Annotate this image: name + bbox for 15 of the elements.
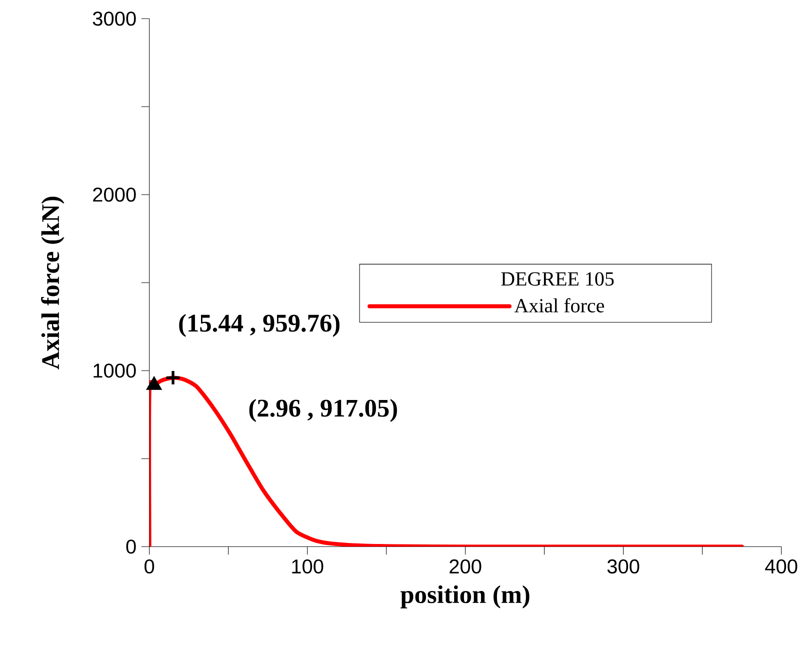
- x-tick-label: 400: [765, 559, 798, 574]
- x-tick-label: 300: [607, 559, 640, 574]
- y-tick-label: 1000: [94, 363, 136, 378]
- y-tick-label: 0: [126, 539, 136, 554]
- legend-title: DEGREE 105: [501, 272, 614, 286]
- y-tick-label: 3000: [92, 11, 136, 26]
- y-axis-title: Axial force (kN): [41, 196, 64, 370]
- x-axis-title: position (m): [400, 585, 530, 608]
- annotation: (2.96 , 917.05): [249, 398, 397, 422]
- x-tick-label: 200: [450, 559, 482, 574]
- x-tick-label: 100: [292, 559, 324, 574]
- annotation: (15.44 , 959.76): [179, 314, 340, 337]
- text: Axial force: [514, 298, 604, 312]
- y-tick-label: 2000: [93, 187, 136, 202]
- x-tick-label: 0: [144, 559, 154, 574]
